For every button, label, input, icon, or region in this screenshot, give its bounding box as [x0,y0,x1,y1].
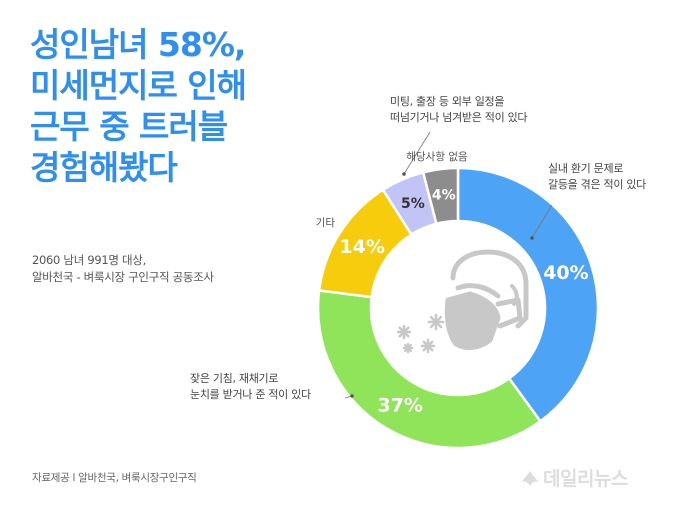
donut-segment-1 [456,166,600,424]
source-credit: 자료제공 l 알바천국, 벼룩시장구인구직 [32,472,197,484]
headline-line-1: 성인남녀 58%, [30,25,246,64]
dust-particle-3-stroke-4 [403,343,413,353]
logo-icon [522,471,538,486]
value-label-5: 4% [432,187,456,203]
callout-text-5-1: 해당사항 없음 [406,150,468,163]
value-label-4: 5% [401,196,425,212]
callout-leader-1 [531,204,553,239]
survey-note-line-1: 2060 남녀 991명 대상, [32,253,146,267]
headline: 성인남녀 58%, 미세먼지로 인해 근무 중 트러블 경험해봤다 [30,24,247,188]
donut-segment-5 [421,166,460,226]
callout-dot-1 [530,236,534,240]
dust-particle-4-stroke-4 [422,340,434,352]
donut-segment-2 [316,289,543,450]
watermark-text: 데일리뉴스 [543,468,628,490]
callout-text-4-2: 떠넘기거나 넘겨받은 적이 있다 [390,111,527,124]
callout-text-1-2: 갈등을 겪은 적이 있다 [548,177,646,191]
survey-note-line-2: 알바천국 - 벼룩시장 구인구직 공동조사 [32,270,214,284]
callout-text-3-1: 기타 [316,217,336,229]
headline-line-4: 경험해봤다 [30,148,178,187]
watermark-logo: 데일리뉴스 [520,464,628,491]
callout-leader-4 [403,131,431,175]
callout-text-1-1: 실내 환기 문제로 [548,162,623,175]
donut-segments: 40% 37% 14% 5% 4% [316,166,600,450]
value-label-2: 37% [377,395,422,417]
callout-dot-4 [402,172,406,176]
dust-particle-2-stroke-4 [429,315,443,329]
value-label-3: 14% [339,236,384,258]
callout-text-2-2: 눈치를 받거나 준 적이 있다 [190,388,311,401]
callout-text-2-1: 잦은 기침, 재채기로 [190,372,278,385]
headline-line-3: 근무 중 트러블 [30,107,228,146]
headline-line-2: 미세먼지로 인해 [30,66,247,105]
masked-face-dust-icon [444,249,529,350]
value-label-1: 40% [543,262,588,284]
callout-text-4-1: 미팅, 출장 등 외부 일정을 [390,94,504,108]
survey-note: 2060 남녀 991명 대상, 알바천국 - 벼룩시장 구인구직 공동조사 [32,252,214,286]
dust-particle-1-stroke-4 [398,326,410,338]
dust-particles-icon [396,313,445,354]
callout-dot-2 [350,394,354,398]
